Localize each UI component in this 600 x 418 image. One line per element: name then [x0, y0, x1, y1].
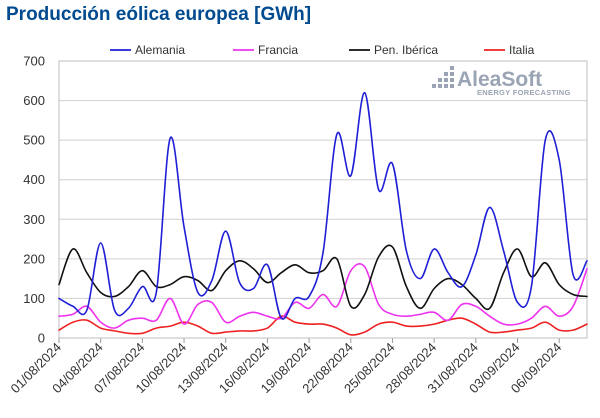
legend-label-francia: Francia	[258, 43, 298, 57]
series-lines	[58, 91, 588, 336]
brand-name: AleaSoft	[457, 68, 542, 91]
y-tick-label: 500	[23, 133, 45, 148]
x-axis-ticks: 01/08/202404/08/202407/08/202410/08/2024…	[7, 338, 564, 396]
y-tick-label: 200	[23, 251, 45, 266]
legend-label-pen-iberica: Pen. Ibérica	[374, 43, 438, 57]
y-tick-label: 100	[23, 291, 45, 306]
aleasoft-logo: AleaSoft ENERGY FORECASTING	[432, 66, 571, 97]
chart-title: Producción eólica europea [GWh]	[6, 4, 312, 25]
y-axis-ticks: 0 100 200 300 400 500 600 700	[23, 54, 45, 346]
brand-tagline: ENERGY FORECASTING	[477, 88, 571, 97]
legend-label-italia: Italia	[509, 43, 535, 57]
series-line-francia	[58, 263, 588, 329]
legend-label-alemania: Alemania	[135, 43, 185, 57]
series-line-italia	[58, 315, 588, 336]
grid-lines	[59, 60, 587, 339]
legend: Alemania Francia Pen. Ibérica Italia	[110, 43, 535, 57]
y-tick-label: 600	[23, 93, 45, 108]
plot-area	[58, 60, 588, 339]
series-line-pen-iberica	[58, 244, 588, 311]
series-line-alemania	[58, 91, 588, 320]
y-tick-label: 0	[38, 331, 45, 346]
y-tick-label: 300	[23, 212, 45, 227]
y-tick-label: 700	[23, 54, 45, 69]
y-tick-label: 400	[23, 172, 45, 187]
logo-mark-icon	[432, 66, 454, 88]
